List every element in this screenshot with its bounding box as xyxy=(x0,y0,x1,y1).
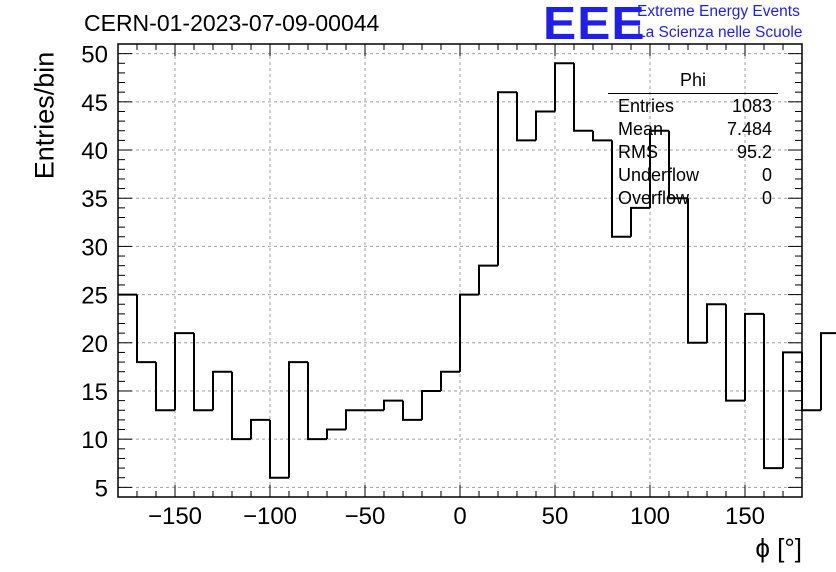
org-line-1: Extreme Energy Events xyxy=(637,3,800,20)
histogram-bin xyxy=(820,332,836,411)
histogram-bin xyxy=(516,92,536,142)
y-tick-label: 45 xyxy=(81,90,108,117)
stats-value: 0 xyxy=(761,188,772,208)
eee-logo: EEE xyxy=(543,0,646,49)
histogram-bin xyxy=(136,294,156,364)
histogram-bin xyxy=(269,419,289,479)
histogram-bin xyxy=(706,303,726,343)
y-tick-label: 20 xyxy=(81,331,108,358)
histogram-bin xyxy=(801,352,821,412)
x-tick-label: 150 xyxy=(725,503,765,530)
histogram-bin xyxy=(630,206,650,237)
x-tick-label: −100 xyxy=(243,503,297,530)
histogram-bin xyxy=(250,418,270,440)
stats-value: 7.484 xyxy=(726,119,772,139)
stats-label: Entries xyxy=(618,96,675,116)
histogram-bin xyxy=(611,140,631,238)
y-tick-label: 5 xyxy=(95,475,108,502)
stats-title: Phi xyxy=(608,70,778,94)
y-tick-label: 40 xyxy=(81,138,108,165)
stats-label: Overflow xyxy=(618,188,690,208)
y-tick-label: 15 xyxy=(81,379,108,406)
y-tick-label: 50 xyxy=(81,42,108,69)
stats-row-entries: Entries 1083 xyxy=(608,95,778,118)
y-tick-label: 25 xyxy=(81,283,108,310)
x-tick-label: 0 xyxy=(453,503,466,530)
y-tick-label: 10 xyxy=(81,427,108,454)
histogram-bin xyxy=(725,304,745,402)
histogram-bin xyxy=(155,362,175,412)
stats-row-underflow: Underflow 0 xyxy=(608,164,778,187)
histogram-bin xyxy=(193,333,213,412)
y-axis-label: Entries/bin xyxy=(29,51,60,180)
x-tick-label: 100 xyxy=(630,503,670,530)
histogram-bin xyxy=(687,198,707,344)
histogram-bin xyxy=(421,389,441,420)
stats-value: 0 xyxy=(761,165,772,185)
stats-row-overflow: Overflow 0 xyxy=(608,187,778,210)
histogram-bin xyxy=(440,370,460,391)
histogram-bin xyxy=(288,361,308,478)
histogram-bin xyxy=(231,371,251,441)
histogram-bin xyxy=(459,293,479,372)
histogram-bin xyxy=(383,399,403,411)
histogram-bin xyxy=(744,312,764,401)
histogram-bin xyxy=(307,362,327,441)
histogram-bin xyxy=(174,332,194,411)
histogram-bin xyxy=(592,130,612,142)
stats-label: RMS xyxy=(618,142,658,162)
stats-row-rms: RMS 95.2 xyxy=(608,141,778,164)
histogram-bin xyxy=(497,91,517,266)
stats-value: 1083 xyxy=(731,96,772,116)
histogram-bin xyxy=(535,110,555,141)
x-axis-label: ϕ [°] xyxy=(755,533,802,563)
histogram-bin xyxy=(668,130,688,200)
histogram-bin xyxy=(649,129,669,208)
histogram-bin xyxy=(326,428,346,440)
histogram-bin xyxy=(345,409,365,430)
stats-box: Phi Entries 1083 Mean 7.484 RMS 95.2 Und… xyxy=(608,70,778,210)
x-tick-label: 50 xyxy=(542,503,569,530)
org-line-2: La Scienza nelle Scuole xyxy=(637,24,803,41)
chart-title: CERN-01-2023-07-09-00044 xyxy=(84,10,380,36)
y-tick-label: 30 xyxy=(81,234,108,261)
histogram-bin xyxy=(554,62,574,112)
y-tick-label: 35 xyxy=(81,186,108,213)
histogram-bin xyxy=(212,370,232,411)
histogram-bin xyxy=(573,63,593,132)
stats-row-mean: Mean 7.484 xyxy=(608,118,778,141)
histogram-bin xyxy=(478,264,498,295)
stats-value: 95.2 xyxy=(736,142,772,162)
x-tick-label: −150 xyxy=(148,503,202,530)
histogram-bin xyxy=(763,313,783,470)
stats-label: Mean xyxy=(618,119,664,139)
stats-label: Underflow xyxy=(618,165,700,185)
x-tick-label: −50 xyxy=(345,503,386,530)
histogram-bin xyxy=(402,400,422,421)
